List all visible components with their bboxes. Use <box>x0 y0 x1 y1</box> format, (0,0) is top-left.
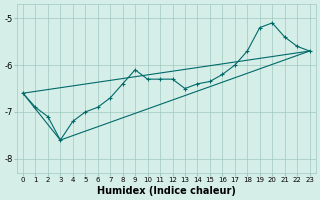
X-axis label: Humidex (Indice chaleur): Humidex (Indice chaleur) <box>97 186 236 196</box>
